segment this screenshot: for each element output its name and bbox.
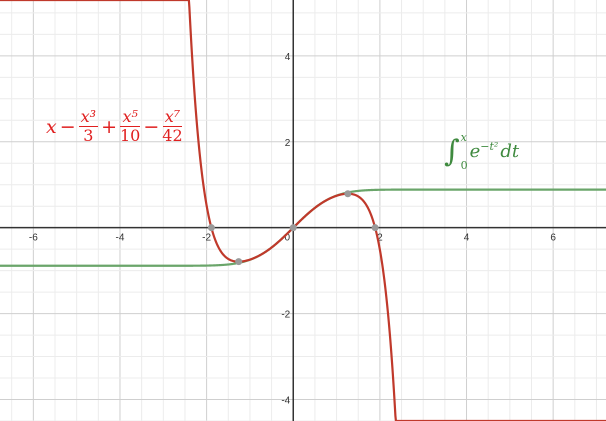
poly-frac-3: x⁷ 42 [162, 108, 182, 145]
point-of-interest [344, 190, 352, 198]
poly-plus: + [101, 115, 117, 138]
x-tick-label: 4 [464, 233, 470, 244]
poly-x: x [46, 115, 57, 138]
point-of-interest [371, 224, 379, 232]
y-tick-label: 2 [285, 138, 291, 149]
x-tick-label: -4 [116, 233, 125, 244]
x-tick-label: 0 [284, 233, 290, 244]
integral-upper: x [460, 131, 467, 144]
point-of-interest [207, 224, 215, 232]
integral-lower: 0 [460, 159, 468, 172]
point-of-interest [235, 258, 243, 266]
frac-num: x³ [78, 107, 99, 127]
y-tick-label: -4 [281, 396, 290, 407]
integral-body: e [469, 141, 481, 162]
point-of-interest [289, 224, 297, 232]
y-tick-label: 4 [285, 52, 291, 63]
integral-sign: ∫ [444, 134, 460, 169]
frac-den: 10 [120, 126, 141, 145]
poly-minus: − [59, 115, 76, 138]
frac-den: 42 [162, 126, 183, 145]
frac-num: x⁵ [120, 107, 140, 127]
polynomial-label: x − x³ 3 + x⁵ 10 − x⁷ 42 [46, 108, 183, 145]
poly-frac-2: x⁵ 10 [120, 108, 140, 145]
x-tick-label: -2 [202, 233, 211, 244]
integral-dt: dt [500, 141, 520, 162]
x-tick-label: 6 [550, 233, 556, 244]
x-tick-label: 2 [377, 233, 383, 244]
frac-den: 3 [83, 126, 94, 145]
integral-exponent: −t² [480, 140, 499, 153]
poly-minus: − [143, 115, 160, 138]
poly-frac-1: x³ 3 [78, 107, 99, 145]
integral-integrand: e −t² [470, 141, 501, 163]
x-tick-label: -6 [29, 233, 38, 244]
y-tick-label: -2 [281, 310, 290, 321]
frac-num: x⁷ [162, 107, 183, 127]
